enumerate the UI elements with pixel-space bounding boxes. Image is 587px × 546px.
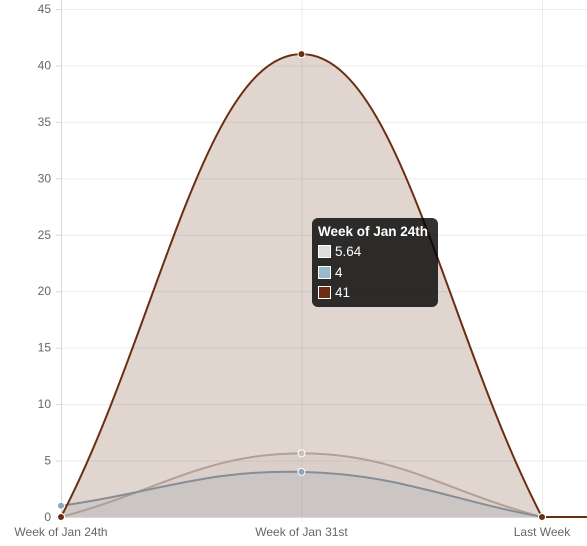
y-tick-label: 45 (38, 2, 52, 16)
tooltip-swatch (318, 265, 331, 279)
series-area (61, 54, 542, 518)
tooltip-row: 41 (318, 285, 432, 300)
y-tick-label: 35 (38, 115, 52, 129)
data-point (297, 467, 306, 476)
data-point (297, 50, 306, 59)
tooltip-row: 5.64 (318, 244, 432, 259)
chart-tooltip: Week of Jan 24th 5.64 4 41 (312, 218, 438, 307)
y-tick-label: 15 (38, 341, 52, 355)
data-point (57, 501, 65, 510)
y-axis-ticks: 0 5 10 15 20 25 30 35 40 45 (38, 2, 52, 524)
data-point (538, 513, 546, 521)
data-point (297, 449, 306, 458)
x-tick-label: Week of Jan 24th (14, 525, 107, 539)
y-tick-label: 0 (44, 510, 51, 524)
y-tick-label: 25 (38, 228, 52, 242)
tooltip-value: 4 (335, 264, 343, 280)
tooltip-value: 41 (335, 285, 351, 300)
y-tick-label: 20 (38, 284, 52, 298)
data-point (57, 513, 65, 521)
y-tick-label: 10 (38, 397, 52, 411)
tooltip-swatch (318, 245, 331, 258)
y-tick-label: 5 (44, 454, 51, 468)
y-tick-label: 40 (38, 58, 52, 72)
point-layer (57, 50, 546, 521)
tooltip-row: 4 (318, 265, 432, 280)
x-tick-label: Week of Jan 31st (255, 525, 348, 539)
tooltip-value: 5.64 (335, 244, 362, 259)
series-area (61, 453, 542, 517)
tooltip-swatch (318, 286, 331, 299)
x-tick-label: Last Week (514, 525, 571, 539)
tooltip-title: Week of Jan 24th (318, 224, 429, 239)
x-axis-ticks: Week of Jan 24th Week of Jan 31st Last Wee… (14, 525, 571, 539)
y-tick-label: 30 (38, 171, 52, 185)
